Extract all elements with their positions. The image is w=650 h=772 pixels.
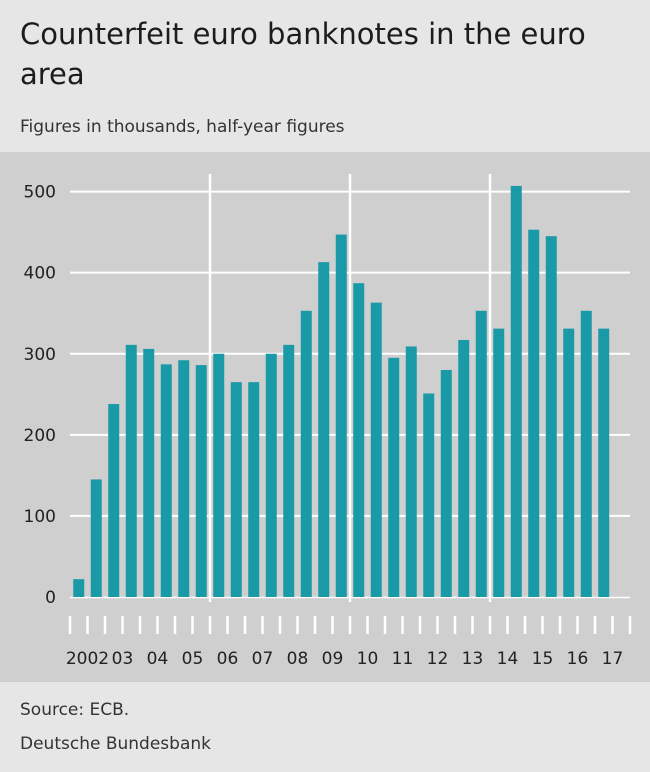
bar: [230, 382, 242, 597]
bar-chart: 0 100 200 300 400 500 2002 03 04 05 06 07 08 09 10 11 12…: [24, 174, 632, 669]
bar: [598, 328, 610, 597]
y-tick-label: 100: [24, 507, 56, 527]
bar: [528, 229, 540, 597]
bar: [125, 344, 137, 597]
bar: [248, 382, 260, 597]
x-tick-label: 04: [147, 649, 169, 669]
bar: [510, 185, 522, 597]
bar: [90, 479, 102, 597]
bar: [213, 353, 225, 597]
x-tick-label: 07: [252, 649, 274, 669]
bar: [283, 344, 295, 597]
bar: [493, 328, 505, 597]
y-tick-label: 500: [24, 183, 56, 203]
x-tick-label: 2002: [66, 649, 109, 669]
chart-subtitle: Figures in thousands, half-year figures: [20, 117, 345, 137]
bar: [580, 310, 592, 597]
x-tick-label: 08: [287, 649, 309, 669]
x-tick-label: 05: [182, 649, 204, 669]
chart-panel: 0 100 200 300 400 500 2002 03 04 05 06 07 08 09 10 11 12…: [0, 152, 650, 682]
bar: [405, 346, 417, 597]
bar: [563, 328, 575, 597]
x-tick-label: 11: [392, 649, 414, 669]
x-tick-label: 10: [357, 649, 379, 669]
bar: [265, 353, 277, 597]
footer: Source: ECB. Deutsche Bundesbank: [0, 682, 650, 772]
bar: [195, 365, 207, 597]
bar: [108, 404, 120, 597]
bar: [388, 357, 400, 597]
x-tick-label: 12: [427, 649, 449, 669]
bar: [423, 393, 435, 597]
x-tick-label: 15: [532, 649, 554, 669]
bar: [178, 360, 190, 597]
bar: [545, 236, 557, 597]
publisher-note: Deutsche Bundesbank: [20, 734, 211, 754]
y-tick-label: 400: [24, 264, 56, 284]
x-tick-label: 16: [567, 649, 589, 669]
y-tick-label: 200: [24, 426, 56, 446]
bar: [300, 310, 312, 597]
bar: [440, 369, 452, 597]
y-tick-label: 300: [24, 345, 56, 365]
x-tick-label: 13: [462, 649, 484, 669]
bar: [335, 234, 347, 598]
bar: [353, 283, 365, 597]
bar: [370, 302, 382, 597]
x-tick-label: 06: [217, 649, 239, 669]
x-tick-label: 17: [602, 649, 624, 669]
bar: [73, 579, 85, 597]
bar: [318, 262, 330, 597]
y-tick-label: 0: [45, 588, 56, 608]
bar: [475, 310, 487, 597]
x-tick-label: 14: [497, 649, 519, 669]
x-tick-label: 09: [322, 649, 344, 669]
source-note: Source: ECB.: [20, 700, 130, 720]
bar: [143, 348, 155, 597]
bar: [458, 339, 470, 597]
chart-title: Counterfeit euro banknotes in the euro a…: [20, 17, 586, 91]
x-tick-label: 03: [112, 649, 134, 669]
bar: [160, 364, 172, 597]
